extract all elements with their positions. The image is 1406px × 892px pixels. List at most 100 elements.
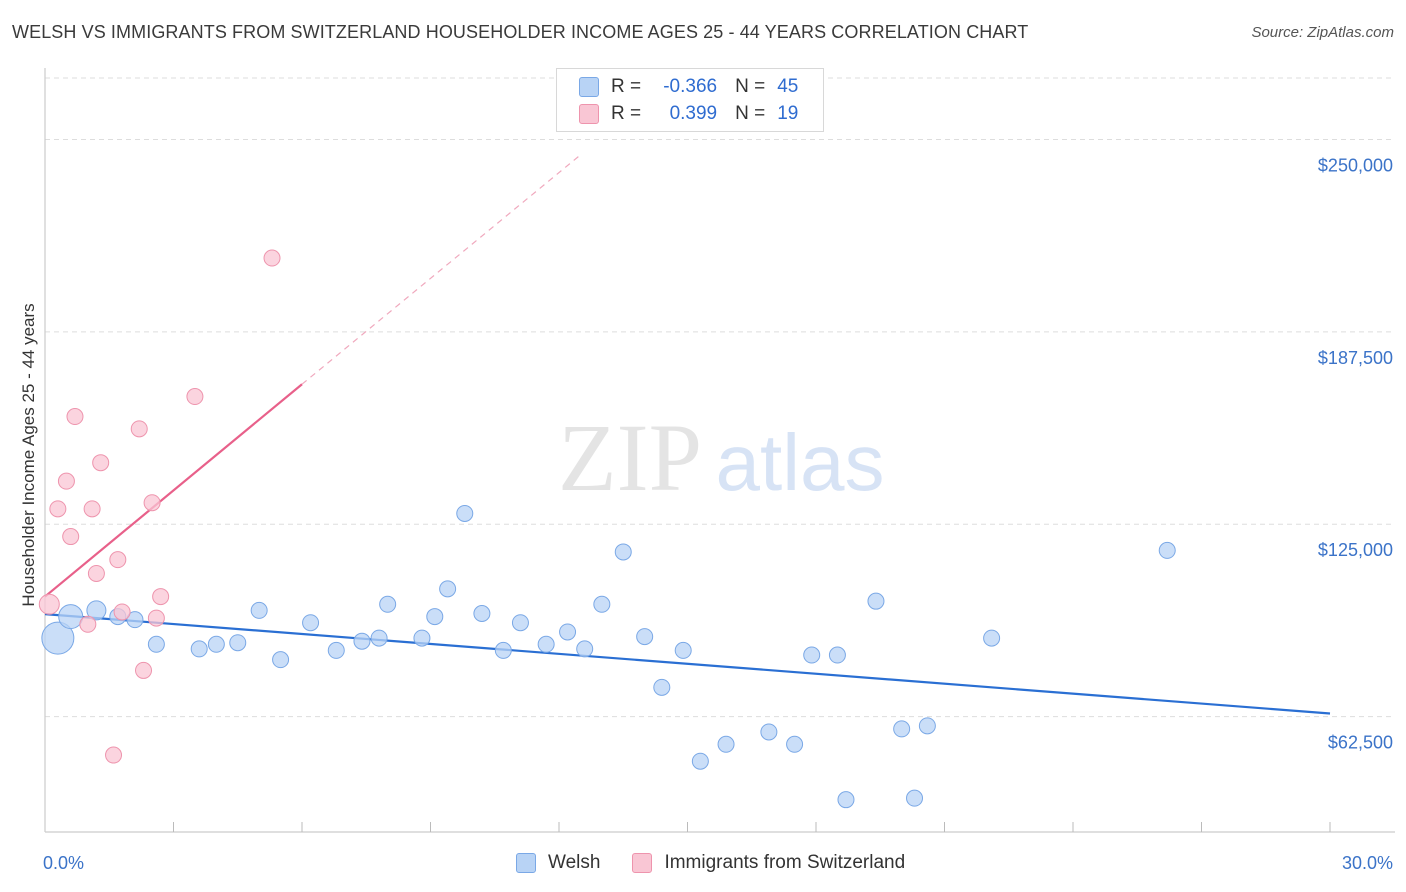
welsh-legend-label: Welsh [548,852,601,873]
source-label: Source: ZipAtlas.com [1251,24,1394,41]
welsh-point [867,592,885,610]
swiss-point [147,609,165,627]
welsh-point [302,614,320,632]
swiss-point [109,551,127,569]
welsh-point [653,678,671,696]
welsh-swatch [579,77,599,97]
welsh-point [370,629,388,647]
y-tick-label: $187,500 [1318,348,1393,368]
welsh-point [918,717,936,735]
swiss-point [83,500,101,518]
welsh-point [413,629,431,647]
y-axis-title: Householder Income Ages 25 - 44 years [19,303,38,606]
swiss-swatch [579,104,599,124]
swiss-legend-label: Immigrants from Switzerland [664,852,906,873]
swiss-point [135,661,153,679]
welsh-point [229,634,247,652]
welsh-point [456,504,474,522]
chart-title: WELSH VS IMMIGRANTS FROM SWITZERLAND HOU… [12,22,1029,42]
welsh-point [250,601,268,619]
swiss-point [186,388,204,406]
welsh-point [983,629,1001,647]
swiss-point [152,588,170,606]
welsh-point [1158,541,1176,559]
welsh-point [893,720,911,738]
welsh-r-value: -0.366 [663,76,718,97]
swiss-point [79,615,97,633]
welsh-point [614,543,632,561]
welsh-point [906,789,924,807]
welsh-trend-line [44,613,1331,715]
welsh-point [636,628,654,646]
swiss-trend-extension [301,154,581,385]
swiss-trend-line [44,383,303,598]
y-tick-label: $62,500 [1328,733,1393,753]
welsh-point [41,621,75,655]
legend-row-swiss: R = 0.399 N = 19 [579,102,798,126]
welsh-point [828,646,846,664]
welsh-point [837,791,855,809]
welsh-point [803,646,821,664]
welsh-point [473,604,491,622]
legend-row-welsh: R = -0.366 N = 45 [579,75,798,99]
welsh-n-label: N = [735,76,766,97]
axis-layer: $62,500 $125,000 $187,500 $250,000 0.0% 30.0% [43,68,1395,873]
welsh-point [58,604,84,630]
welsh-point [494,641,512,659]
welsh-point [559,623,577,641]
y-tick-label: $250,000 [1318,156,1393,176]
swiss-point [49,500,67,518]
y-tick-label: $125,000 [1318,540,1393,560]
welsh-point [86,600,107,621]
welsh-point [126,611,144,629]
swiss-point [38,593,60,615]
series-legend: Welsh Immigrants from Switzerland [516,852,905,874]
watermark: ZIP atlas [558,404,884,511]
swiss-point [87,564,105,582]
welsh-point [147,635,165,653]
x-tick-label-max: 30.0% [1342,853,1393,873]
welsh-point [379,595,397,613]
points-layer [38,249,1176,809]
swiss-point [92,454,110,472]
swiss-n-value: 19 [777,103,799,124]
welsh-point [537,635,555,653]
swiss-point [62,528,80,546]
welsh-legend-swatch [516,853,536,873]
swiss-n-label: N = [735,103,766,124]
welsh-r-label: R = [611,76,642,97]
swiss-point [130,420,148,438]
grid-layer [45,77,1395,718]
welsh-point [353,632,371,650]
welsh-point [190,640,208,658]
welsh-point [760,723,778,741]
welsh-n-value: 45 [777,76,799,97]
x-tick-label-min: 0.0% [43,853,84,873]
welsh-point [439,580,457,598]
swiss-point [143,494,161,512]
swiss-legend-swatch [632,853,653,873]
welsh-point [691,752,709,770]
welsh-point [593,595,611,613]
swiss-point [263,249,281,267]
welsh-point [786,735,804,753]
welsh-point [674,641,692,659]
watermark-atlas: atlas [716,418,885,507]
watermark-zip: ZIP [558,404,702,511]
swiss-point [113,603,131,621]
welsh-point [511,614,529,632]
welsh-point [327,641,345,659]
welsh-point [207,635,225,653]
trend-layer [44,154,1331,715]
welsh-point [426,608,444,626]
swiss-point [105,746,123,764]
swiss-point [57,472,75,490]
welsh-point [717,735,735,753]
swiss-point [66,408,84,426]
correlation-legend: R = -0.366 N = 45 R = 0.399 N = 19 [556,68,824,132]
welsh-point [576,640,594,658]
swiss-r-label: R = [611,103,642,124]
swiss-r-value: 0.399 [669,103,718,124]
welsh-point [272,651,290,669]
